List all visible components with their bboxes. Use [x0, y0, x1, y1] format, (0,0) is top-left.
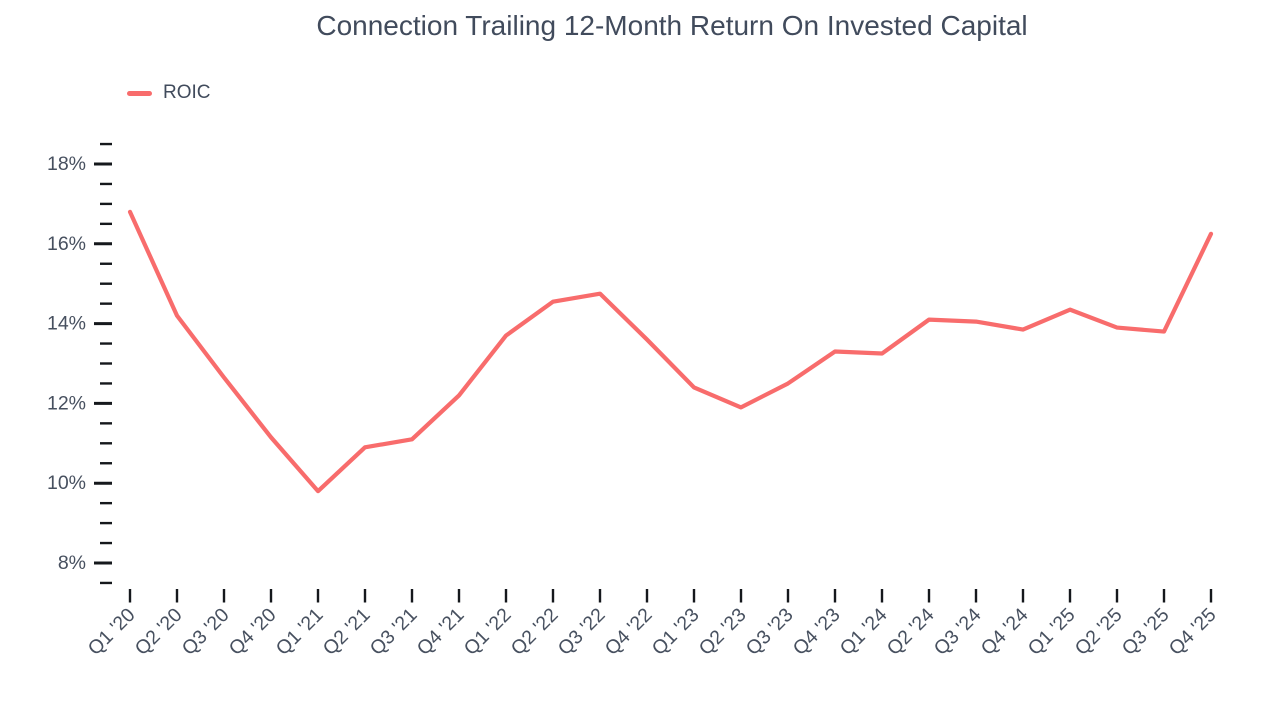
x-axis-tick-label: Q4 '20: [225, 604, 281, 660]
x-axis-tick-label: Q1 '23: [648, 604, 704, 660]
y-axis-tick-label: 16%: [47, 233, 86, 255]
x-axis-tick-label: Q3 '21: [366, 604, 422, 660]
x-axis-tick-label: Q2 '23: [695, 604, 751, 660]
x-axis-tick-label: Q3 '23: [742, 604, 798, 660]
x-axis-tick-label: Q1 '22: [460, 604, 516, 660]
y-axis-tick-label: 10%: [47, 472, 86, 494]
x-axis-tick-label: Q2 '21: [319, 604, 375, 660]
legend: ROIC: [127, 82, 211, 104]
chart-title: Connection Trailing 12-Month Return On I…: [316, 10, 1028, 41]
x-axis-tick-label: Q2 '25: [1071, 604, 1127, 660]
y-axis-tick-label: 12%: [47, 392, 86, 414]
x-axis-tick-label: Q4 '25: [1165, 604, 1221, 660]
x-axis-tick-label: Q3 '24: [930, 604, 986, 660]
x-axis-tick-label: Q4 '21: [413, 604, 469, 660]
x-axis-tick-label: Q1 '25: [1024, 604, 1080, 660]
y-axis-tick-label: 8%: [58, 552, 86, 574]
series-line-roic: [127, 209, 1214, 494]
x-axis-tick-label: Q3 '25: [1118, 604, 1174, 660]
x-axis-tick-label: Q2 '20: [131, 604, 187, 660]
legend-label-roic: ROIC: [163, 82, 211, 103]
x-axis-tick-label: Q1 '24: [836, 604, 892, 660]
legend-item-roic[interactable]: ROIC: [127, 82, 211, 104]
x-axis-tick-label: Q4 '24: [977, 604, 1033, 660]
y-axis-tick-label: 18%: [47, 153, 86, 175]
x-axis-tick-label: Q1 '20: [84, 604, 140, 660]
x-axis-tick-label: Q2 '24: [883, 604, 939, 660]
x-axis-tick-label: Q4 '22: [601, 604, 657, 660]
y-axis-tick-label: 14%: [47, 313, 86, 335]
x-axis-tick-label: Q3 '20: [178, 604, 234, 660]
x-axis-tick-label: Q3 '22: [554, 604, 610, 660]
x-axis-tick-label: Q2 '22: [507, 604, 563, 660]
x-axis-tick-label: Q4 '23: [789, 604, 845, 660]
x-axis-tick-label: Q1 '21: [272, 604, 328, 660]
legend-line-swatch-icon: [127, 90, 152, 96]
